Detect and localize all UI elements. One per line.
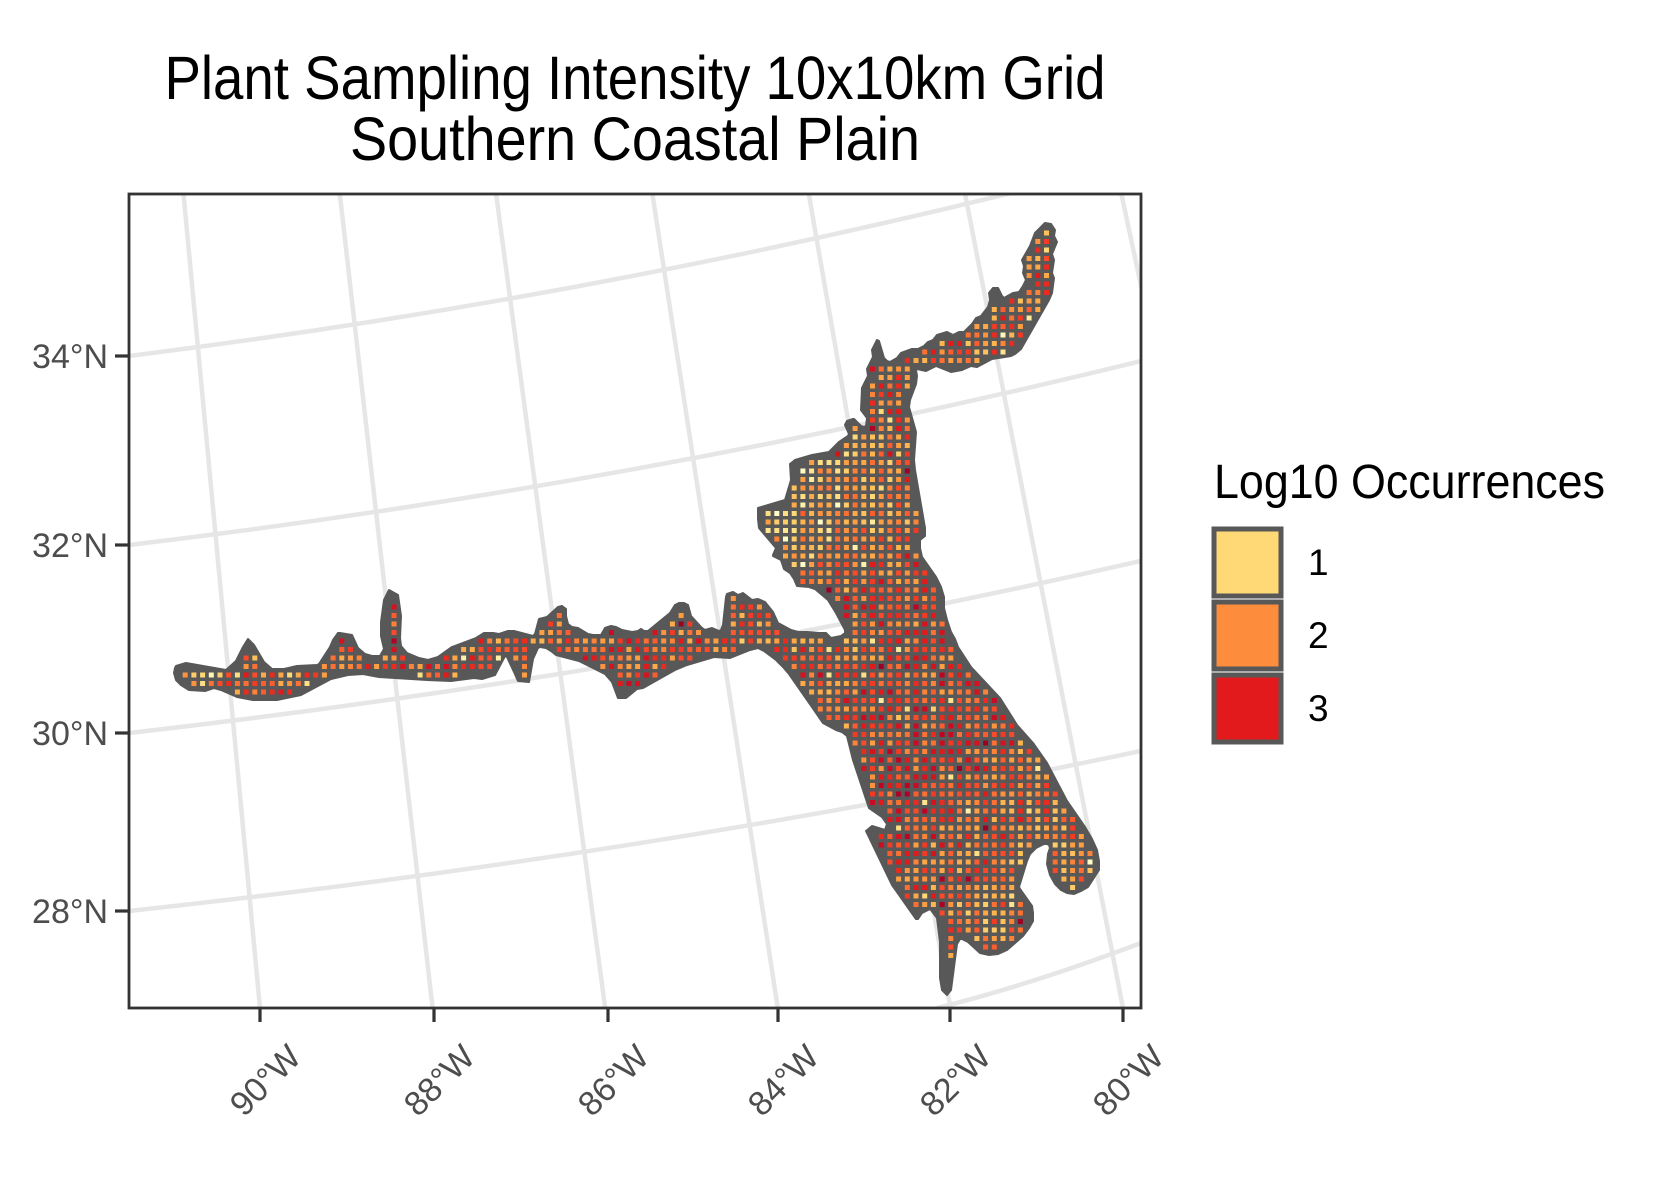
svg-text:Log10 Occurrences: Log10 Occurrences xyxy=(1214,456,1605,509)
svg-text:32°N: 32°N xyxy=(32,527,108,565)
svg-text:34°N: 34°N xyxy=(32,338,108,376)
svg-text:1: 1 xyxy=(1308,542,1329,583)
svg-text:2: 2 xyxy=(1308,615,1329,656)
svg-text:3: 3 xyxy=(1308,688,1329,729)
svg-text:30°N: 30°N xyxy=(32,715,108,753)
svg-text:28°N: 28°N xyxy=(32,893,108,931)
svg-text:Southern Coastal Plain: Southern Coastal Plain xyxy=(350,105,920,173)
svg-text:Plant Sampling Intensity 10x10: Plant Sampling Intensity 10x10km Grid xyxy=(165,44,1106,112)
